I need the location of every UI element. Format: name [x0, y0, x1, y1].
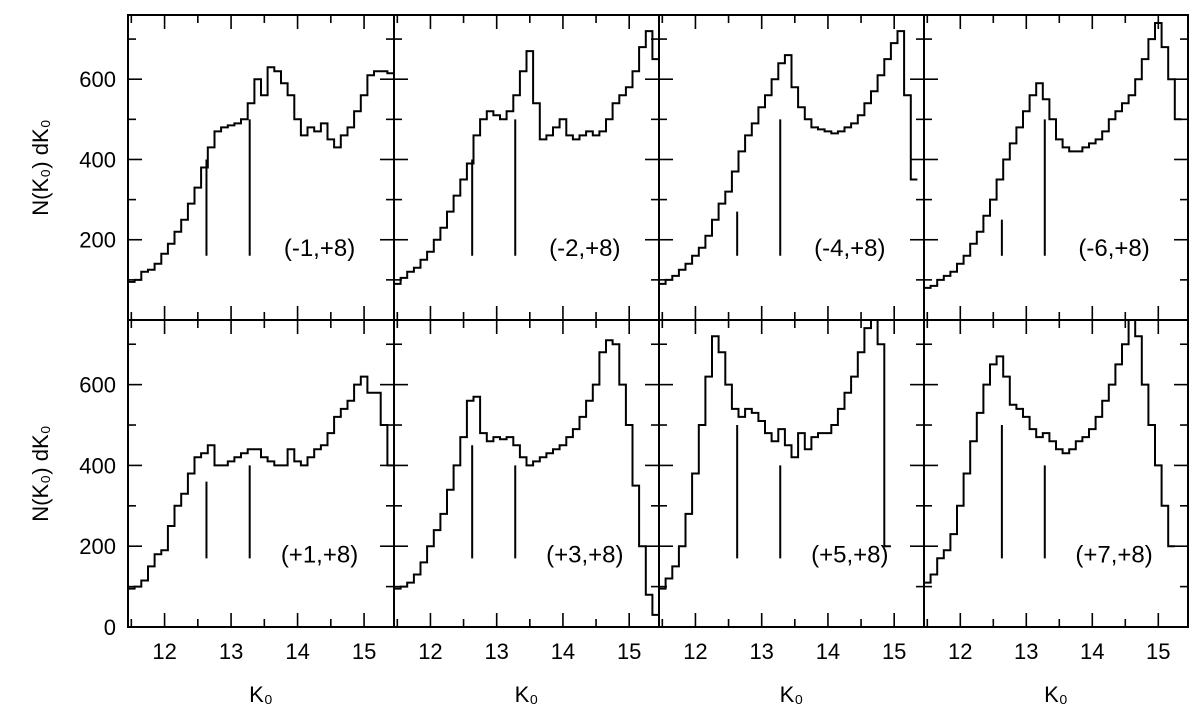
x-tick-label: 14 — [551, 639, 575, 664]
y-tick-label: 0 — [104, 615, 116, 640]
x-tick-label: 15 — [617, 639, 641, 664]
panel-frame-1 — [127, 14, 395, 321]
x-axis-label: K₀ — [1044, 682, 1068, 707]
histogram-line-5 — [128, 375, 394, 590]
panel-label-5: (+1,+8) — [281, 542, 358, 569]
y-tick-label: 600 — [79, 67, 116, 92]
x-tick-label: 14 — [816, 639, 840, 664]
histogram-line-8 — [924, 320, 1175, 584]
x-tick-label: 12 — [152, 639, 176, 664]
x-tick-label: 14 — [285, 639, 309, 664]
x-tick-label: 13 — [219, 639, 243, 664]
x-axis-label: K₀ — [515, 682, 539, 707]
y-axis-label: N(K₀) dK₀ — [28, 119, 53, 216]
x-axis-label: K₀ — [249, 682, 273, 707]
panel-frame-8 — [923, 319, 1189, 628]
y-tick-label: 600 — [79, 373, 116, 398]
y-axis-label: N(K₀) dK₀ — [28, 425, 53, 522]
panel-label-7: (+5,+8) — [811, 542, 888, 569]
histogram-line-3 — [659, 30, 918, 285]
y-tick-label: 200 — [79, 228, 116, 253]
panel-label-1: (-1,+8) — [284, 235, 355, 262]
x-tick-label: 13 — [749, 639, 773, 664]
x-tick-label: 13 — [484, 639, 508, 664]
y-tick-label: 400 — [79, 147, 116, 172]
x-tick-label: 15 — [882, 639, 906, 664]
histogram-line-2 — [394, 30, 659, 285]
y-tick-label: 400 — [79, 453, 116, 478]
panel-label-2: (-2,+8) — [549, 235, 620, 262]
y-tick-label: 200 — [79, 534, 116, 559]
x-tick-label: 14 — [1080, 639, 1104, 664]
x-tick-label: 13 — [1014, 639, 1038, 664]
histogram-line-1 — [128, 66, 394, 283]
x-tick-label: 15 — [1146, 639, 1170, 664]
histogram-line-6 — [394, 339, 659, 616]
panel-frame-4 — [923, 14, 1189, 321]
panel-frame-5 — [127, 319, 395, 628]
histogram-line-7 — [659, 320, 891, 590]
x-tick-label: 12 — [418, 639, 442, 664]
panel-label-3: (-4,+8) — [814, 235, 885, 262]
x-tick-label: 12 — [683, 639, 707, 664]
x-tick-label: 12 — [948, 639, 972, 664]
x-axis-label: K₀ — [780, 682, 804, 707]
panel-label-4: (-6,+8) — [1078, 235, 1149, 262]
panel-label-8: (+7,+8) — [1075, 542, 1152, 569]
histogram-line-4 — [924, 22, 1182, 289]
x-tick-label: 15 — [352, 639, 376, 664]
panel-label-6: (+3,+8) — [546, 542, 623, 569]
